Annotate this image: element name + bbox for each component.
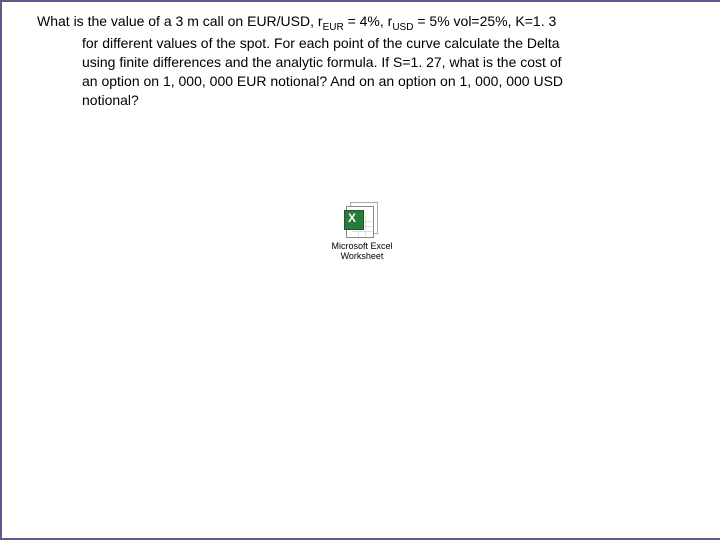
- gridline: [365, 216, 366, 237]
- excel-badge-shape: X: [344, 210, 364, 230]
- q-text-prefix: What is the value of a 3 m call on EUR/U…: [37, 13, 323, 29]
- question-line-3: using finite differences and the analyti…: [82, 53, 685, 72]
- question-line-5: notional?: [82, 91, 685, 110]
- q-sub-eur: EUR: [323, 22, 344, 33]
- q-text-suffix: = 5% vol=25%, K=1. 3: [413, 13, 556, 29]
- question-line-1: What is the value of a 3 m call on EUR/U…: [37, 12, 685, 34]
- excel-x-glyph: X: [348, 211, 356, 225]
- excel-embedded-object[interactable]: X Microsoft Excel Worksheet: [330, 202, 394, 262]
- excel-document-icon: X: [344, 202, 380, 238]
- q-sub-usd: USD: [392, 22, 413, 33]
- slide-frame: What is the value of a 3 m call on EUR/U…: [0, 0, 720, 540]
- question-block: What is the value of a 3 m call on EUR/U…: [2, 2, 720, 120]
- q-text-mid: = 4%, r: [344, 13, 393, 29]
- question-line-4: an option on 1, 000, 000 EUR notional? A…: [82, 72, 685, 91]
- gridline: [352, 231, 372, 232]
- excel-label-line2: Worksheet: [330, 252, 394, 262]
- question-line-2: for different values of the spot. For ea…: [82, 34, 685, 53]
